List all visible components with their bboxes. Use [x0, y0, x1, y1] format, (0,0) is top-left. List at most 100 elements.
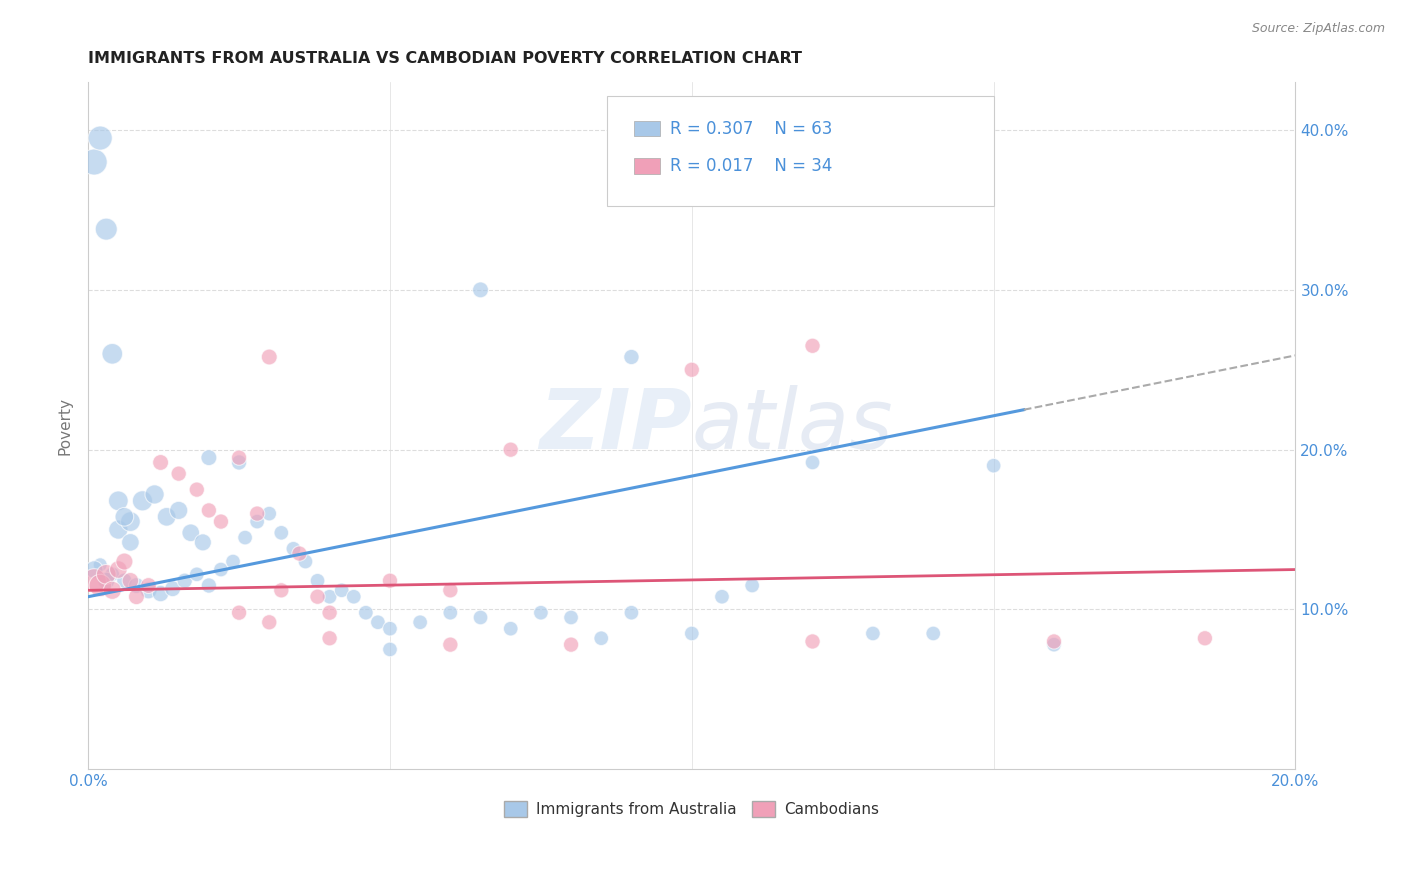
Point [107, 493, 129, 508]
Point [191, 535, 214, 549]
Point [470, 610, 492, 624]
Text: R = 0.017    N = 34: R = 0.017 N = 34 [671, 157, 832, 175]
Point [180, 525, 202, 540]
Point [89, 558, 111, 572]
Point [198, 450, 221, 465]
Point [318, 632, 340, 646]
Point [107, 562, 129, 576]
Point [409, 615, 432, 630]
Point [307, 590, 329, 604]
Point [107, 523, 129, 537]
Point [186, 567, 208, 582]
Point [330, 583, 353, 598]
Point [1043, 638, 1066, 652]
Point [983, 458, 1005, 473]
Point [801, 455, 824, 469]
Point [294, 555, 316, 569]
Point [681, 626, 703, 640]
Bar [634, 121, 661, 136]
Point [96, 574, 118, 588]
Point [343, 590, 366, 604]
Point [83, 155, 105, 169]
Point [922, 626, 945, 640]
Point [83, 574, 105, 588]
Point [120, 574, 142, 588]
Point [270, 525, 292, 540]
Text: atlas: atlas [692, 385, 893, 467]
Point [378, 622, 401, 636]
Point [233, 531, 256, 545]
Point [499, 442, 522, 457]
Point [209, 562, 232, 576]
Point [741, 578, 763, 592]
Point [167, 467, 190, 481]
Point [288, 547, 311, 561]
Point [530, 606, 553, 620]
Point [156, 509, 179, 524]
Point [149, 455, 172, 469]
Point [138, 578, 160, 592]
Point [162, 582, 184, 596]
Point [143, 487, 166, 501]
Point [89, 578, 111, 592]
Point [439, 583, 461, 598]
Point [198, 503, 221, 517]
Point [439, 606, 461, 620]
Text: IMMIGRANTS FROM AUSTRALIA VS CAMBODIAN POVERTY CORRELATION CHART: IMMIGRANTS FROM AUSTRALIA VS CAMBODIAN P… [89, 51, 803, 66]
Text: R = 0.307    N = 63: R = 0.307 N = 63 [671, 120, 832, 138]
Point [83, 562, 105, 576]
Point [801, 634, 824, 648]
Point [283, 541, 305, 556]
Point [228, 606, 250, 620]
Legend: Immigrants from Australia, Cambodians: Immigrants from Australia, Cambodians [498, 796, 886, 823]
Point [120, 535, 142, 549]
Point [354, 606, 377, 620]
Point [222, 555, 245, 569]
Point [209, 515, 232, 529]
Text: ZIP: ZIP [538, 385, 692, 467]
Point [228, 450, 250, 465]
Point [591, 632, 613, 646]
FancyBboxPatch shape [607, 95, 994, 206]
Point [138, 583, 160, 598]
Point [560, 638, 582, 652]
Point [120, 515, 142, 529]
Point [198, 578, 221, 592]
Point [173, 574, 195, 588]
Point [112, 509, 135, 524]
Point [125, 590, 148, 604]
Point [257, 350, 280, 364]
Point [307, 574, 329, 588]
Point [367, 615, 389, 630]
Point [112, 555, 135, 569]
Point [270, 583, 292, 598]
Point [620, 606, 643, 620]
Point [318, 606, 340, 620]
Point [1194, 632, 1216, 646]
Point [101, 347, 124, 361]
Point [620, 350, 643, 364]
Point [499, 622, 522, 636]
Point [257, 507, 280, 521]
Point [228, 455, 250, 469]
Y-axis label: Poverty: Poverty [58, 397, 72, 455]
Point [112, 574, 135, 588]
Point [439, 638, 461, 652]
Point [96, 567, 118, 582]
Point [101, 583, 124, 598]
Point [681, 363, 703, 377]
Point [470, 283, 492, 297]
Point [186, 483, 208, 497]
Point [257, 615, 280, 630]
Point [125, 578, 148, 592]
Point [246, 515, 269, 529]
Point [89, 131, 111, 145]
Point [801, 339, 824, 353]
Point [378, 642, 401, 657]
Point [560, 610, 582, 624]
Point [378, 574, 401, 588]
Point [167, 503, 190, 517]
Point [318, 590, 340, 604]
Point [246, 507, 269, 521]
Point [96, 222, 118, 236]
